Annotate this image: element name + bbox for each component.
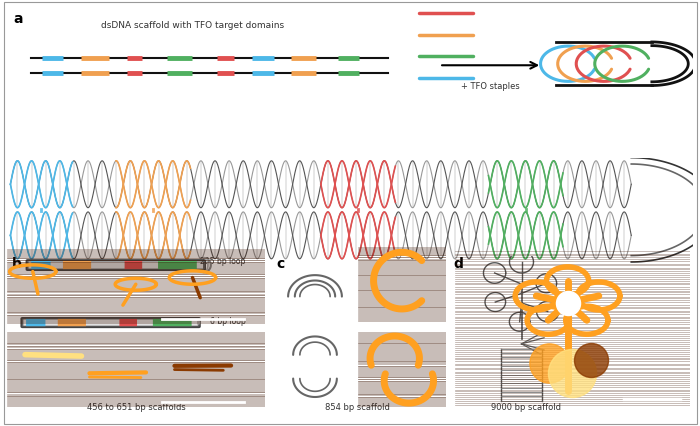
FancyBboxPatch shape bbox=[120, 319, 137, 326]
FancyBboxPatch shape bbox=[32, 261, 50, 269]
FancyBboxPatch shape bbox=[158, 261, 197, 269]
FancyBboxPatch shape bbox=[58, 319, 86, 326]
FancyBboxPatch shape bbox=[153, 319, 192, 326]
Point bbox=[567, 369, 578, 376]
Text: a: a bbox=[14, 12, 23, 26]
Point bbox=[562, 299, 573, 306]
Text: 456 to 651 bp scaffolds: 456 to 651 bp scaffolds bbox=[87, 403, 186, 412]
FancyBboxPatch shape bbox=[63, 261, 91, 269]
Text: 205 bp loop: 205 bp loop bbox=[200, 257, 245, 266]
FancyBboxPatch shape bbox=[26, 319, 46, 326]
FancyBboxPatch shape bbox=[28, 261, 204, 269]
Text: c: c bbox=[276, 257, 285, 271]
Text: 6 bp loop: 6 bp loop bbox=[209, 317, 245, 326]
Text: d: d bbox=[453, 257, 463, 271]
Text: dsDNA scaffold with TFO target domains: dsDNA scaffold with TFO target domains bbox=[101, 21, 284, 30]
Text: + TFO staples: + TFO staples bbox=[461, 82, 520, 91]
Point bbox=[543, 360, 554, 367]
FancyBboxPatch shape bbox=[22, 319, 199, 326]
Point bbox=[585, 357, 596, 364]
FancyBboxPatch shape bbox=[125, 261, 142, 269]
Text: 854 bp scaffold: 854 bp scaffold bbox=[325, 403, 389, 412]
Text: b: b bbox=[12, 257, 22, 271]
Text: 9000 bp scaffold: 9000 bp scaffold bbox=[491, 403, 561, 412]
